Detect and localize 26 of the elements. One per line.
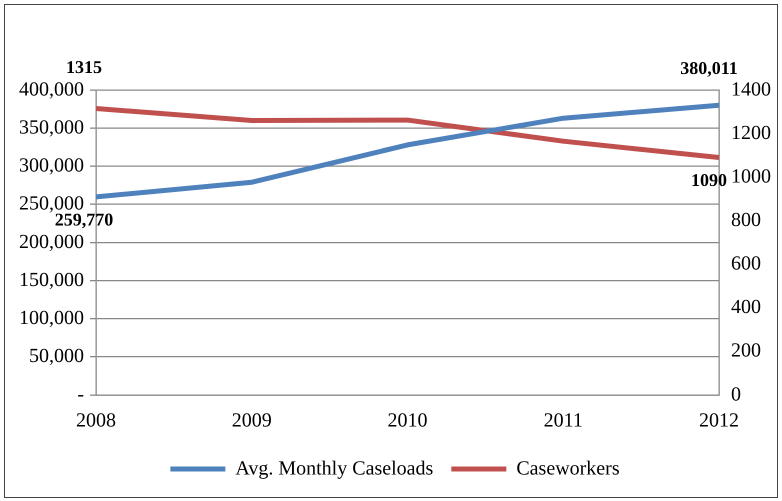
legend-label: Caseworkers [516,457,620,480]
y-tick-label: 200,000 [19,230,84,253]
data-label: 1090 [691,170,727,190]
y2-tick-label: 200 [731,340,761,362]
y-tick-label: 300,000 [19,154,84,176]
x-tick-label: 2010 [388,409,428,432]
y2-tick-label: 800 [731,208,761,231]
y-tick-label: 350,000 [19,116,84,138]
y2-tick-label: 1000 [731,165,771,188]
y2-tick-label: 0 [731,383,741,406]
x-tick-label: 2008 [76,409,116,432]
y-tick-label: - [77,383,84,406]
data-label: 380,011 [680,58,738,78]
y2-tick-label: 1400 [731,78,771,100]
y-tick-label: 100,000 [19,307,84,329]
x-tick-label: 2009 [232,409,272,432]
y-tick-label: 400,000 [19,78,84,100]
legend-label: Avg. Monthly Caseloads [235,457,434,480]
y2-tick-label: 400 [731,296,761,318]
data-label: 1315 [66,57,102,78]
y-tick-label: 150,000 [19,268,84,291]
x-tick-label: 2011 [544,409,583,432]
x-tick-label: 2012 [699,409,739,432]
y2-tick-label: 1200 [731,122,771,144]
y2-tick-label: 600 [731,252,761,275]
y-tick-label: 50,000 [29,345,84,368]
